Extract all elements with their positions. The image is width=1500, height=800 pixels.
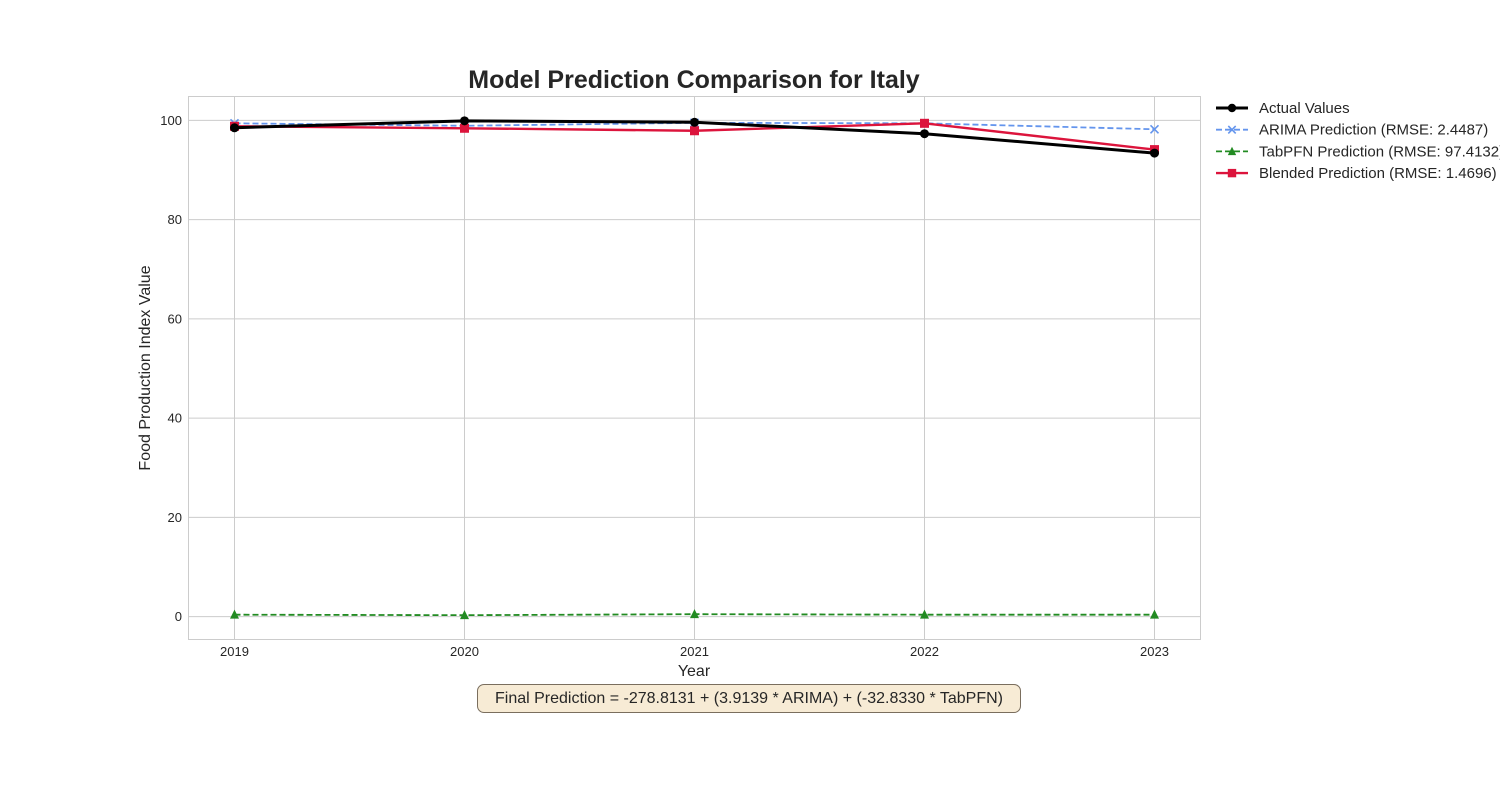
legend-marker <box>1227 146 1237 156</box>
x-axis-label: Year <box>678 663 711 680</box>
data-point <box>1150 609 1159 619</box>
data-point <box>920 118 929 128</box>
legend-item: ARIMA Prediction (RMSE: 2.4487) <box>1216 122 1488 139</box>
data-point <box>460 116 469 126</box>
legend-label: Blended Prediction (RMSE: 1.4696) <box>1259 165 1497 182</box>
legend-item: Blended Prediction (RMSE: 1.4696) <box>1216 165 1497 182</box>
data-point <box>230 609 239 619</box>
data-point <box>920 609 929 619</box>
y-axis-label: Food Production Index Value <box>137 265 154 470</box>
x-tick-label: 2022 <box>910 644 939 659</box>
y-ticks: 0 20 40 60 80 100 <box>160 113 182 624</box>
x-tick-label: 2023 <box>1140 644 1169 659</box>
legend-marker <box>1227 103 1237 113</box>
x-tick-label: 2021 <box>680 644 709 659</box>
y-tick-label: 40 <box>168 411 182 426</box>
series-layer <box>229 116 1160 620</box>
x-ticks: 2019 2020 2021 2022 2023 <box>220 644 1169 659</box>
legend-item: TabPFN Prediction (RMSE: 97.4132) <box>1216 143 1500 160</box>
y-tick-label: 0 <box>175 609 182 624</box>
data-point <box>1149 124 1160 134</box>
data-point <box>230 123 239 133</box>
x-tick-label: 2020 <box>450 644 479 659</box>
chart-title: Model Prediction Comparison for Italy <box>468 66 920 94</box>
legend-label: TabPFN Prediction (RMSE: 97.4132) <box>1259 143 1500 160</box>
legend: Actual Values ARIMA Prediction (RMSE: 2.4… <box>1216 100 1500 182</box>
y-tick-label: 60 <box>168 311 182 326</box>
plot-area-frame <box>188 96 1201 640</box>
legend-marker <box>1227 168 1237 178</box>
data-point <box>460 123 469 133</box>
legend-label: ARIMA Prediction (RMSE: 2.4487) <box>1259 122 1488 139</box>
formula-annotation: Final Prediction = -278.8131 + (3.9139 *… <box>477 684 1021 713</box>
data-point <box>1150 148 1159 158</box>
legend-marker <box>1227 125 1237 134</box>
x-tick-label: 2019 <box>220 644 249 659</box>
series-0 <box>230 116 1159 158</box>
data-point <box>690 609 699 619</box>
series-2 <box>230 609 1159 620</box>
y-tick-label: 20 <box>168 510 182 525</box>
y-tick-label: 100 <box>160 113 182 128</box>
legend-item: Actual Values <box>1216 100 1350 117</box>
legend-label: Actual Values <box>1259 100 1350 117</box>
data-point <box>460 610 469 620</box>
data-point <box>920 129 929 139</box>
y-tick-label: 80 <box>168 212 182 227</box>
data-point <box>690 117 699 127</box>
data-point <box>690 126 699 136</box>
